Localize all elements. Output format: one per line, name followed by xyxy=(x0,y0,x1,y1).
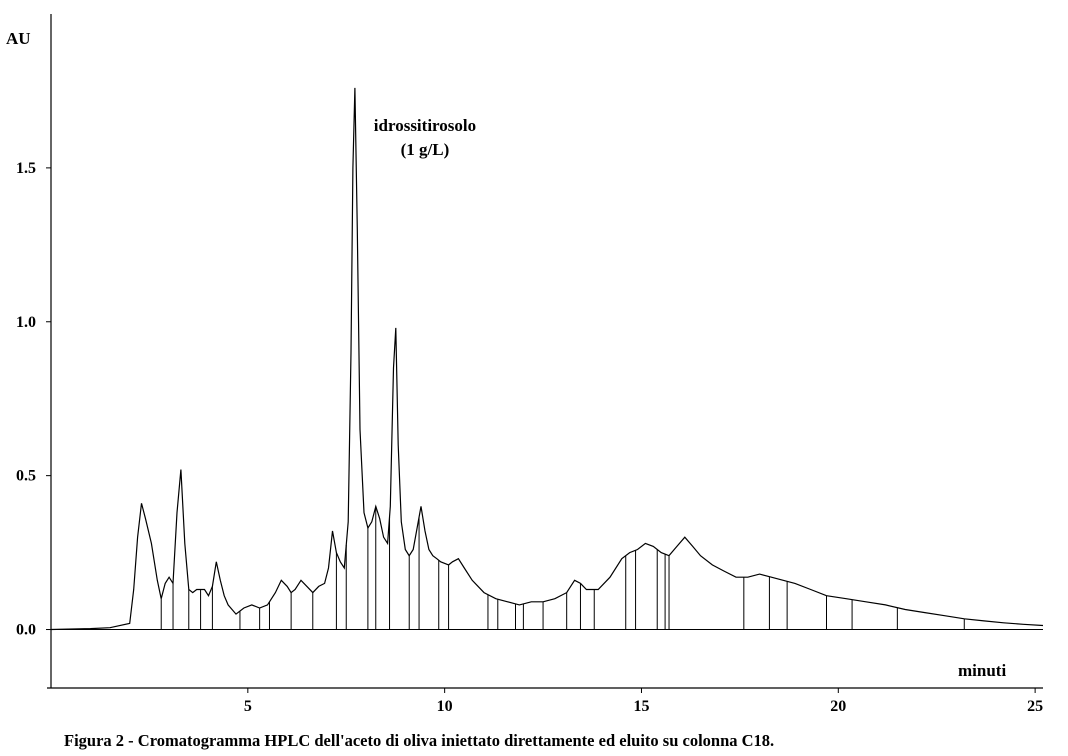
y-axis-title: AU xyxy=(6,29,31,48)
chromatogram-chart: 0.0 0.5 1.0 1.5 5 10 15 20 25 AU minuti idrossit… xyxy=(6,14,1044,715)
y-tick-label: 0.0 xyxy=(16,622,36,639)
integration-drop-lines xyxy=(160,506,965,630)
y-tick-label: 0.5 xyxy=(16,468,36,485)
axes xyxy=(46,14,1043,693)
x-tick-label: 5 xyxy=(244,698,252,715)
y-tick-label: 1.0 xyxy=(16,314,36,331)
x-tick-label: 25 xyxy=(1027,698,1043,715)
x-tick-label: 20 xyxy=(830,698,846,715)
x-tick-label: 10 xyxy=(437,698,453,715)
peak-annotation-name: idrossitirosolo xyxy=(374,116,476,135)
x-tick-label: 15 xyxy=(633,698,649,715)
figure-caption: Figura 2 - Cromatogramma HPLC dell'aceto… xyxy=(64,731,775,750)
tick-labels: 0.0 0.5 1.0 1.5 5 10 15 20 25 xyxy=(16,160,1043,715)
peak-annotation-concentration: (1 g/L) xyxy=(401,140,450,159)
y-tick-label: 1.5 xyxy=(16,160,36,177)
x-axis-title: minuti xyxy=(958,661,1006,680)
chromatogram-trace xyxy=(50,87,1044,631)
